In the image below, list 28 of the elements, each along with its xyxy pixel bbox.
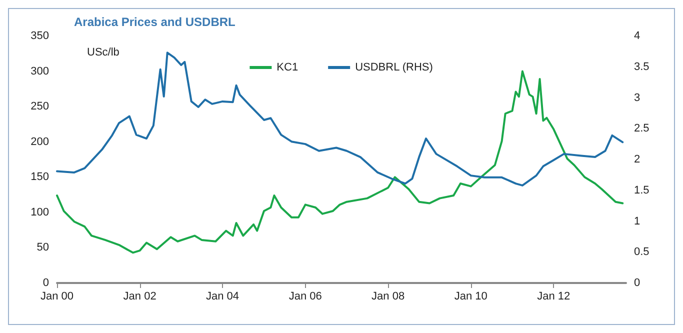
y-tick-label: 150	[30, 171, 49, 184]
x-tick-label: Jan 02	[123, 290, 156, 302]
y2-tick-label: 3.5	[634, 60, 650, 73]
x-tick-label: Jan 10	[454, 290, 488, 302]
y2-tick-label: 1	[634, 215, 640, 228]
y-tick-label: 200	[30, 136, 49, 148]
y2-tick-label: 0.5	[634, 246, 650, 258]
y2-tick-label: 3	[634, 92, 640, 104]
y2-tick-label: 2	[634, 154, 640, 166]
y-tick-label: 350	[30, 30, 49, 42]
y-tick-label: 300	[30, 65, 49, 78]
x-tick-label: Jan 00	[40, 290, 74, 302]
x-tick-label: Jan 04	[206, 290, 240, 302]
y2-tick-label: 1.5	[634, 184, 650, 196]
x-tick-label: Jan 12	[537, 290, 570, 302]
y2-tick-label: 2.5	[634, 122, 650, 135]
y-tick-label: 250	[30, 100, 49, 113]
y-tick-label: 50	[36, 242, 49, 254]
x-tick-label: Jan 06	[288, 290, 322, 302]
y-tick-label: 0	[42, 277, 49, 289]
x-tick-label: Jan 08	[372, 290, 405, 302]
legend-label: KC1	[276, 62, 298, 74]
y2-tick-label: 4	[634, 30, 640, 42]
y-axis-title: USc/lb	[87, 46, 120, 58]
y2-tick-label: 0	[634, 277, 640, 289]
y-tick-label: 100	[30, 206, 49, 218]
chart-title: Arabica Prices and USDBRL	[74, 15, 236, 29]
legend-label: USDBRL (RHS)	[355, 62, 433, 74]
